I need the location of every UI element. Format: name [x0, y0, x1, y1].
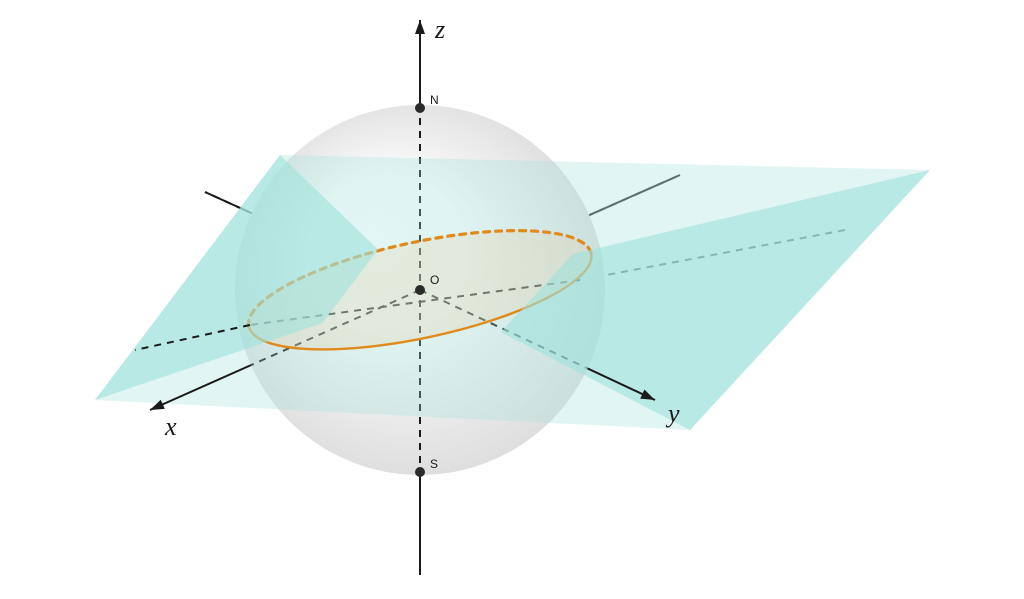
z-axis-label: z — [434, 15, 445, 44]
label-s: S — [430, 457, 438, 471]
point-s — [415, 467, 425, 477]
label-o: O — [430, 273, 439, 287]
x-axis-label: x — [164, 412, 177, 441]
label-n: N — [430, 93, 439, 107]
sphere-plane-diagram: z x y N S O — [0, 0, 1024, 599]
point-o — [415, 285, 425, 295]
y-axis-label: y — [665, 399, 680, 428]
point-n — [415, 103, 425, 113]
